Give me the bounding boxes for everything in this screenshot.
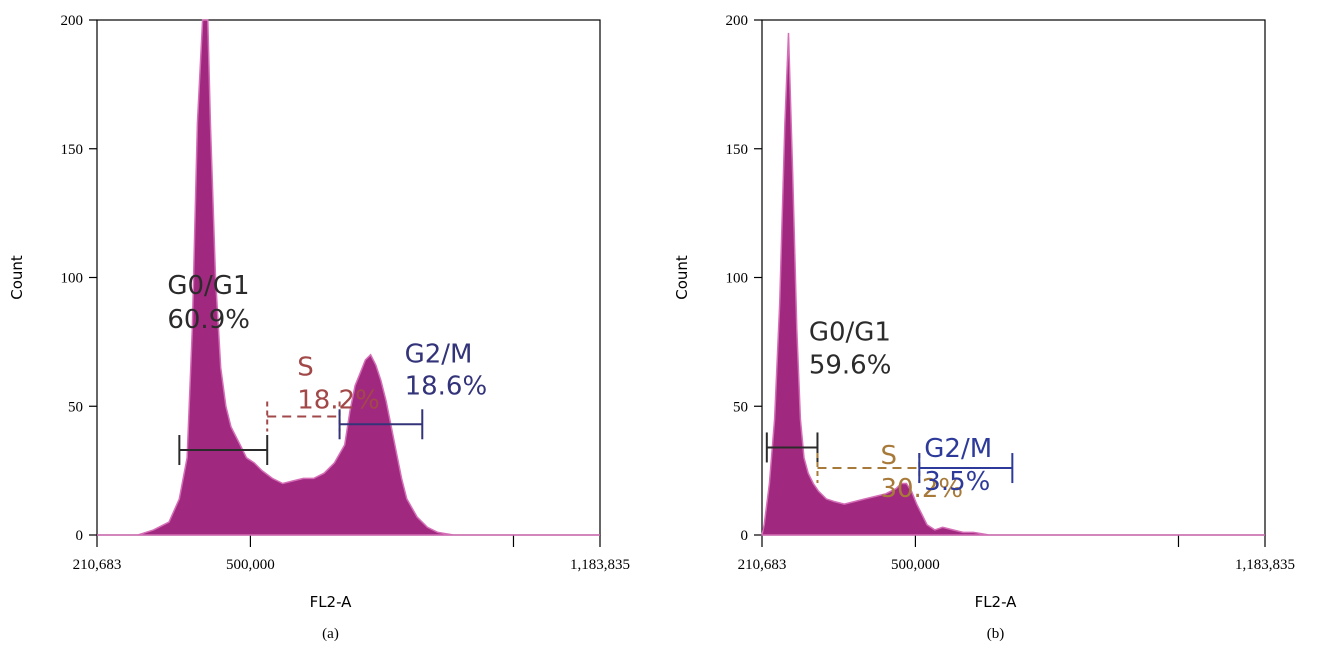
y-axis-label: Count	[673, 255, 691, 300]
y-tick-label: 0	[76, 528, 84, 544]
x-axis-label: FL2-A	[975, 593, 1018, 611]
y-tick-label: 150	[726, 142, 749, 158]
y-tick-label: 200	[61, 13, 84, 29]
x-tick-label: 210,683	[73, 557, 122, 573]
y-tick-label: 50	[68, 399, 83, 415]
panel-a: 210,683 500,000 1,183,835 0 50 100 150 200 G0/…	[8, 13, 630, 642]
gate-label: G2/M	[924, 434, 992, 464]
x-tick-label: 1,183,835	[1235, 557, 1295, 573]
gate-percent: 30.2%	[880, 474, 963, 504]
x-axis-label: FL2-A	[310, 593, 353, 611]
x-tick-label: 500,000	[891, 557, 940, 573]
panel-label: (b)	[987, 626, 1005, 642]
gate-label: S	[880, 441, 897, 471]
gate-percent: 18.2%	[297, 386, 380, 416]
gate-percent: 3.5%	[924, 467, 990, 497]
x-tick-label: 500,000	[226, 557, 275, 573]
y-tick-label: 100	[61, 271, 84, 287]
y-tick-label: 50	[733, 399, 748, 415]
y-tick-label: 100	[726, 271, 749, 287]
y-tick-label: 200	[726, 13, 749, 29]
gate-label: S	[297, 353, 314, 383]
y-tick-label: 0	[741, 528, 749, 544]
x-tick-label: 1,183,835	[570, 557, 630, 573]
x-tick-label: 210,683	[738, 557, 787, 573]
gate-label: G0/G1	[809, 317, 891, 347]
gate-percent: 59.6%	[809, 350, 892, 380]
gate-percent: 60.9%	[167, 305, 250, 335]
gate-label: G2/M	[405, 339, 473, 369]
panel-label: (a)	[322, 626, 339, 642]
y-axis-label: Count	[8, 255, 26, 300]
histogram-area	[761, 32, 1265, 536]
gate-percent: 18.6%	[405, 371, 488, 401]
panel-b: 210,683 500,000 1,183,835 0 50 100 150 200 G0/…	[673, 13, 1295, 642]
y-tick-label: 150	[61, 142, 84, 158]
gate-label: G0/G1	[167, 271, 249, 301]
histogram-area	[97, 19, 600, 536]
plot-area	[761, 19, 1266, 536]
